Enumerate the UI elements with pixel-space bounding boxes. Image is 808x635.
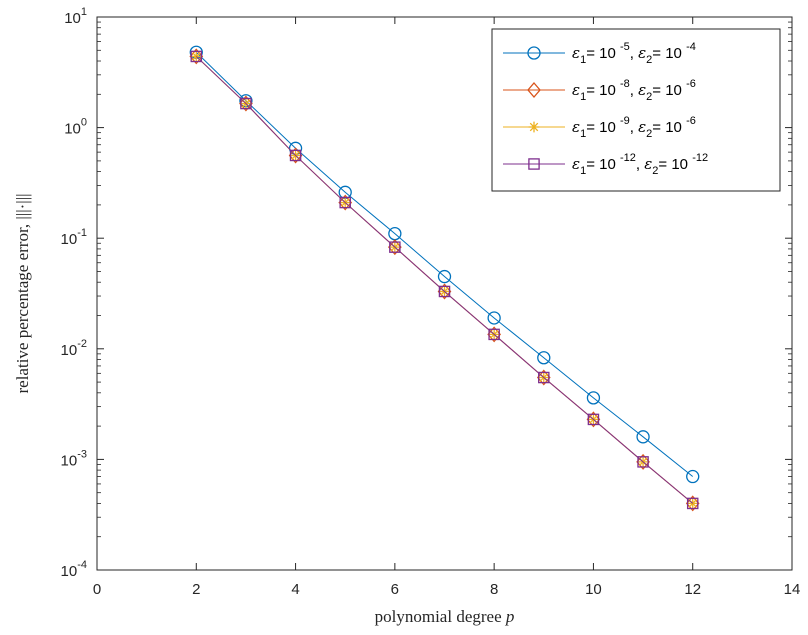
data-point	[389, 241, 401, 253]
data-point	[388, 239, 402, 256]
series-4	[190, 50, 699, 510]
x-tick-label: 8	[490, 581, 498, 598]
legend: ε1= 10 -5, ε2= 10 -4 ε1= 10 -8, ε2= 10 -6…	[491, 28, 781, 192]
data-point	[189, 48, 204, 65]
data-point	[637, 456, 649, 468]
x-axis-label: polynomial degree p	[375, 607, 515, 626]
data-point	[289, 149, 302, 162]
y-axis-label: relative percentage error, |||·|||	[13, 193, 32, 393]
data-point	[488, 328, 500, 341]
y-tick-label: 10-1	[61, 227, 87, 248]
legend-entry-3: ε1= 10 -9, ε2= 10 -6	[503, 115, 696, 140]
x-tick-label: 12	[684, 581, 701, 598]
legend-label: ε1= 10 -8, ε2= 10 -6	[572, 78, 696, 103]
data-point	[686, 469, 700, 484]
x-tick-label: 10	[585, 581, 602, 598]
data-point	[586, 411, 601, 428]
data-point	[586, 391, 601, 405]
legend-marker	[528, 121, 540, 133]
legend-entry-4: ε1= 10 -12, ε2= 10 -12	[503, 152, 708, 177]
data-point	[339, 196, 351, 209]
legend-label: ε1= 10 -12, ε2= 10 -12	[572, 152, 708, 177]
x-tick-label: 0	[93, 581, 101, 598]
legend-label: ε1= 10 -9, ε2= 10 -6	[572, 115, 696, 140]
x-tick-label: 2	[192, 581, 200, 598]
data-point	[636, 430, 650, 444]
y-tick-label: 10-2	[61, 338, 87, 359]
data-point	[239, 95, 253, 112]
y-tick-label: 10-3	[61, 448, 87, 469]
data-point	[437, 283, 452, 300]
legend-label: ε1= 10 -5, ε2= 10 -4	[572, 41, 696, 66]
x-tick-label: 4	[291, 581, 299, 598]
y-tick-label: 101	[64, 6, 87, 27]
tick-layer: 0 2 4 6 8 10 12 14 10-4 10-3 10-2 10-1 100 101	[61, 6, 801, 598]
data-point	[288, 147, 303, 164]
data-point	[338, 194, 353, 211]
series-line	[195, 51, 694, 477]
data-point	[437, 269, 452, 284]
x-tick-label: 6	[391, 581, 399, 598]
legend-marker	[527, 46, 541, 60]
y-tick-label: 10-4	[61, 559, 87, 580]
series-layer	[189, 45, 700, 512]
data-point	[685, 495, 700, 512]
data-point	[438, 285, 451, 298]
data-point	[536, 369, 551, 386]
data-point	[687, 498, 699, 509]
series-line	[195, 56, 694, 504]
x-tick-label: 14	[784, 581, 801, 598]
data-point	[537, 351, 551, 365]
data-point	[538, 371, 550, 384]
legend-marker	[527, 82, 541, 98]
axes-box	[96, 16, 793, 571]
data-point	[240, 97, 252, 110]
legend-marker	[528, 158, 540, 170]
data-point	[636, 453, 650, 470]
data-point	[190, 51, 202, 62]
data-point	[686, 497, 699, 510]
data-point	[190, 50, 203, 63]
data-point	[587, 413, 600, 426]
legend-entry-2: ε1= 10 -8, ε2= 10 -6	[503, 78, 696, 103]
y-tick-label: 100	[64, 117, 87, 138]
data-point	[487, 326, 501, 343]
data-point	[487, 311, 501, 325]
legend-entry-1: ε1= 10 -5, ε2= 10 -4	[503, 41, 696, 66]
